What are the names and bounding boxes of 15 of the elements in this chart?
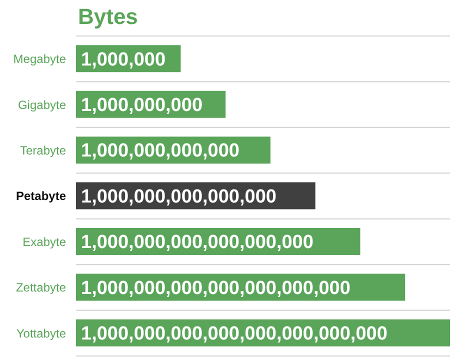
y-tick-label: Petabyte [16,189,66,204]
y-tick-label: Megabyte [13,52,66,66]
chart-title: Bytes [78,4,138,30]
data-label: 1,000,000 [81,49,166,70]
data-label: 1,000,000,000,000,000,000,000,000 [81,324,388,345]
y-tick-label: Terabyte [20,143,66,158]
y-tick-label: Zettabyte [16,280,66,295]
data-label: 1,000,000,000 [81,95,203,116]
y-tick-label: Exabyte [22,234,66,249]
data-label: 1,000,000,000,000,000 [81,186,276,208]
data-label: 1,000,000,000,000,000,000,000 [81,278,350,299]
y-tick-label: Yottabyte [16,326,66,340]
y-tick-label: Gigabyte [18,98,66,112]
data-label: 1,000,000,000,000 [81,140,240,162]
data-label: 1,000,000,000,000,000,000 [81,232,314,254]
